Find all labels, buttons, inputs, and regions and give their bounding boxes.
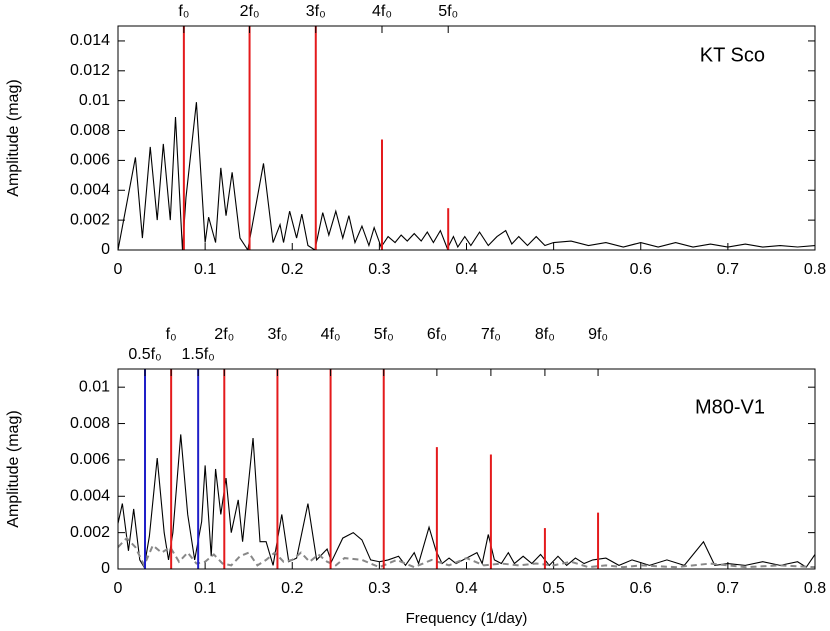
x-tick-label: 0.4 bbox=[455, 261, 477, 278]
x-axis-label: Frequency (1/day) bbox=[406, 610, 528, 627]
spectrum-line bbox=[118, 434, 815, 569]
harmonic-label: 9f₀ bbox=[588, 326, 608, 343]
x-tick-label: 0.7 bbox=[717, 580, 739, 597]
y-tick-label: 0.006 bbox=[70, 152, 110, 169]
x-tick-label: 0.5 bbox=[543, 580, 565, 597]
harmonic-label: 2f₀ bbox=[240, 3, 260, 20]
harmonic-label: 2f₀ bbox=[214, 326, 234, 343]
x-tick-label: 0.8 bbox=[804, 261, 826, 278]
harmonic-label: 0.5f₀ bbox=[128, 346, 161, 363]
annotation: KT Sco bbox=[700, 44, 765, 66]
harmonic-label: 5f₀ bbox=[438, 3, 458, 20]
y-tick-label: 0.01 bbox=[79, 92, 110, 109]
y-tick-label: 0.01 bbox=[79, 378, 110, 395]
harmonic-label: 1.5f₀ bbox=[181, 346, 214, 363]
x-tick-label: 0.1 bbox=[194, 261, 216, 278]
harmonic-label: 5f₀ bbox=[374, 326, 394, 343]
y-tick-label: 0.004 bbox=[70, 181, 110, 198]
spectrum-line bbox=[118, 536, 815, 569]
y-axis-label: Amplitude (mag) bbox=[5, 410, 22, 527]
harmonic-label: 6f₀ bbox=[427, 326, 447, 343]
harmonic-label: 3f₀ bbox=[267, 326, 287, 343]
x-tick-label: 0.4 bbox=[455, 580, 477, 597]
plot-area bbox=[118, 369, 815, 569]
y-tick-label: 0.014 bbox=[70, 32, 110, 49]
x-tick-label: 0.3 bbox=[368, 261, 390, 278]
y-tick-label: 0.012 bbox=[70, 62, 110, 79]
x-tick-label: 0 bbox=[114, 580, 123, 597]
y-tick-label: 0.008 bbox=[70, 122, 110, 139]
y-tick-label: 0.004 bbox=[70, 487, 110, 504]
x-tick-label: 0.6 bbox=[630, 261, 652, 278]
x-tick-label: 0 bbox=[114, 261, 123, 278]
y-tick-label: 0.008 bbox=[70, 415, 110, 432]
harmonic-label: 4f₀ bbox=[372, 3, 392, 20]
harmonic-label: 7f₀ bbox=[481, 326, 501, 343]
harmonic-label: f₀ bbox=[166, 326, 177, 343]
x-tick-label: 0.2 bbox=[281, 580, 303, 597]
x-tick-label: 0.6 bbox=[630, 580, 652, 597]
panel: 0 0.002 0.004 0.006 0.008 0.01 0.012 0.014 0 0.1 0… bbox=[5, 3, 826, 278]
y-axis-label: Amplitude (mag) bbox=[5, 79, 22, 196]
y-tick-label: 0.002 bbox=[70, 211, 110, 228]
x-tick-label: 0.2 bbox=[281, 261, 303, 278]
x-tick-label: 0.5 bbox=[543, 261, 565, 278]
y-tick-label: 0.006 bbox=[70, 451, 110, 468]
y-tick-label: 0 bbox=[101, 241, 110, 258]
panel: 0 0.002 0.004 0.006 0.008 0.01 0 0.1 0.2 0.3 0.4 0.… bbox=[5, 326, 826, 627]
x-tick-label: 0.7 bbox=[717, 261, 739, 278]
harmonic-label: 3f₀ bbox=[306, 3, 326, 20]
x-tick-label: 0.3 bbox=[368, 580, 390, 597]
harmonic-label: 4f₀ bbox=[321, 326, 341, 343]
harmonic-label: 8f₀ bbox=[535, 326, 555, 343]
x-tick-label: 0.8 bbox=[804, 580, 826, 597]
y-tick-label: 0 bbox=[101, 560, 110, 577]
frame bbox=[117, 25, 816, 251]
x-tick-label: 0.1 bbox=[194, 580, 216, 597]
harmonic-label: f₀ bbox=[178, 3, 189, 20]
frame bbox=[117, 368, 816, 570]
y-tick-label: 0.002 bbox=[70, 524, 110, 541]
annotation: M80-V1 bbox=[695, 396, 765, 418]
plot-area bbox=[118, 26, 815, 250]
spectrum-line bbox=[118, 102, 815, 250]
